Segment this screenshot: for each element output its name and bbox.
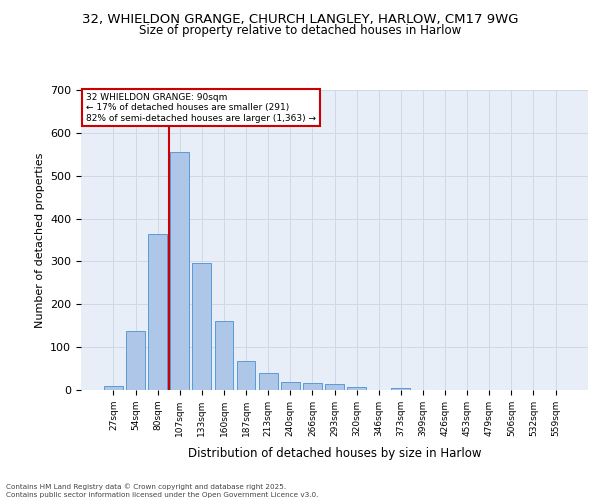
- Bar: [236, 361, 256, 390]
- Bar: [104, 386, 123, 390]
- Bar: [281, 382, 299, 390]
- Bar: [391, 388, 410, 390]
- Y-axis label: Number of detached properties: Number of detached properties: [35, 152, 44, 328]
- Bar: [259, 373, 278, 390]
- Text: Contains HM Land Registry data © Crown copyright and database right 2025.
Contai: Contains HM Land Registry data © Crown c…: [6, 484, 319, 498]
- Text: 32 WHIELDON GRANGE: 90sqm
← 17% of detached houses are smaller (291)
82% of semi: 32 WHIELDON GRANGE: 90sqm ← 17% of detac…: [86, 93, 316, 123]
- Bar: [193, 262, 211, 390]
- Bar: [303, 382, 322, 390]
- X-axis label: Distribution of detached houses by size in Harlow: Distribution of detached houses by size …: [188, 447, 481, 460]
- Bar: [347, 386, 366, 390]
- Text: 32, WHIELDON GRANGE, CHURCH LANGLEY, HARLOW, CM17 9WG: 32, WHIELDON GRANGE, CHURCH LANGLEY, HAR…: [82, 12, 518, 26]
- Bar: [148, 234, 167, 390]
- Bar: [215, 320, 233, 390]
- Text: Size of property relative to detached houses in Harlow: Size of property relative to detached ho…: [139, 24, 461, 37]
- Bar: [126, 332, 145, 390]
- Bar: [325, 384, 344, 390]
- Bar: [170, 152, 189, 390]
